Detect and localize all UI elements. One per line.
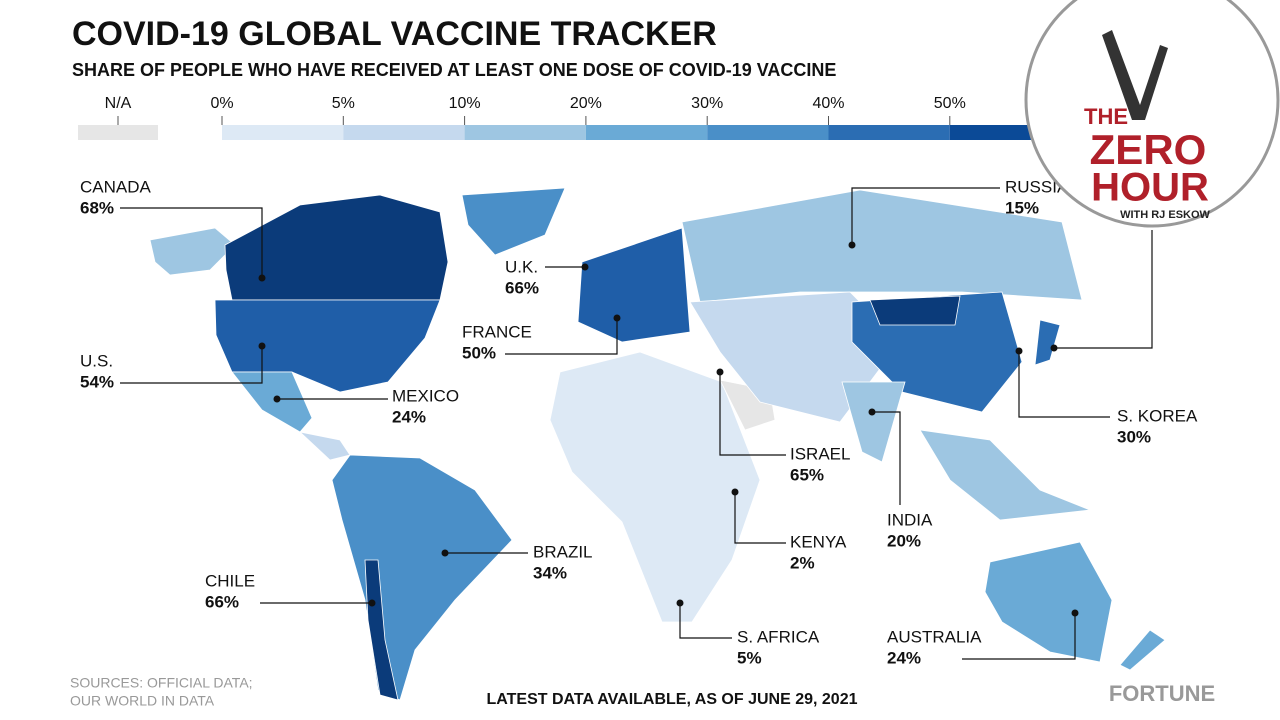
marker bbox=[1050, 344, 1058, 352]
country-value: 66% bbox=[505, 278, 539, 297]
title: COVID-19 GLOBAL VACCINE TRACKER bbox=[72, 15, 717, 53]
country-name: CANADA bbox=[80, 177, 152, 196]
logo-circle bbox=[1024, 0, 1280, 228]
country-name: RUSSIA bbox=[1005, 177, 1069, 196]
marker bbox=[613, 314, 621, 322]
leader-line bbox=[734, 492, 786, 544]
marker bbox=[731, 488, 739, 496]
legend-label: 5% bbox=[332, 95, 355, 112]
leader-line bbox=[120, 207, 263, 278]
country-name: KENYA bbox=[790, 532, 847, 551]
date-note: LATEST DATA AVAILABLE, AS OF JUNE 29, 20… bbox=[486, 691, 857, 708]
marker bbox=[848, 241, 856, 249]
country-value: 24% bbox=[392, 407, 426, 426]
leader-line bbox=[679, 603, 732, 639]
leader-line bbox=[1018, 351, 1110, 418]
subtitle: SHARE OF PEOPLE WHO HAVE RECEIVED AT LEA… bbox=[72, 60, 836, 80]
country-value: 5% bbox=[737, 648, 762, 667]
legend-label: 30% bbox=[691, 95, 723, 112]
legend-label: N/A bbox=[105, 95, 132, 112]
leader-line bbox=[120, 346, 263, 384]
legend-label: 50% bbox=[934, 95, 966, 112]
callouts: CANADA 68% U.K. 66% FRANCE 50% U.S. 54% MEXICO 24… bbox=[80, 177, 1198, 667]
source-line: SOURCES: OFFICIAL DATA; bbox=[70, 675, 253, 691]
logo-text: THE bbox=[1084, 104, 1128, 129]
marker bbox=[676, 599, 684, 607]
marker bbox=[258, 274, 266, 282]
legend-swatch bbox=[828, 125, 950, 140]
country-name: CHILE bbox=[205, 571, 255, 590]
marker bbox=[716, 368, 724, 376]
leader-line bbox=[851, 187, 1000, 245]
legend-swatch bbox=[222, 125, 344, 140]
country-value: 54% bbox=[80, 372, 114, 391]
marker bbox=[441, 549, 449, 557]
leader-line bbox=[505, 318, 618, 355]
legend-label: 20% bbox=[570, 95, 602, 112]
country-name: FRANCE bbox=[462, 322, 532, 341]
logo-text: ZERO bbox=[1090, 126, 1207, 173]
country-name: AUSTRALIA bbox=[887, 627, 982, 646]
country-name: BRAZIL bbox=[533, 542, 593, 561]
country-name: INDIA bbox=[887, 510, 933, 529]
leader-line bbox=[1054, 230, 1153, 349]
country-name: ISRAEL bbox=[790, 444, 850, 463]
legend-swatch bbox=[343, 125, 465, 140]
country-value: 34% bbox=[533, 563, 567, 582]
source-line: OUR WORLD IN DATA bbox=[70, 693, 215, 709]
marker bbox=[1015, 347, 1023, 355]
country-value: 65% bbox=[790, 465, 824, 484]
country-name: S. AFRICA bbox=[737, 627, 820, 646]
legend-label: 40% bbox=[812, 95, 844, 112]
country-value: 24% bbox=[887, 648, 921, 667]
country-name: MEXICO bbox=[392, 386, 459, 405]
brand: FORTUNE bbox=[1109, 681, 1215, 706]
map bbox=[149, 187, 1166, 701]
legend-label: 0% bbox=[210, 95, 233, 112]
legend-label: 10% bbox=[449, 95, 481, 112]
leader-line bbox=[962, 613, 1076, 660]
marker bbox=[273, 395, 281, 403]
marker bbox=[368, 599, 376, 607]
country-value: 15% bbox=[1005, 198, 1039, 217]
leader-line bbox=[719, 372, 786, 456]
legend: N/A 0% 5% 10% 20% 30% 40% 50% bbox=[78, 95, 1072, 140]
marker bbox=[868, 408, 876, 416]
country-value: 20% bbox=[887, 531, 921, 550]
country-value: 68% bbox=[80, 198, 114, 217]
legend-swatch bbox=[464, 125, 586, 140]
country-name: S. KOREA bbox=[1117, 406, 1198, 425]
country-value: 50% bbox=[462, 343, 496, 362]
legend-swatch bbox=[585, 125, 708, 140]
marker bbox=[258, 342, 266, 350]
country-value: 66% bbox=[205, 592, 239, 611]
legend-swatch bbox=[78, 125, 158, 140]
country-value: 30% bbox=[1117, 427, 1151, 446]
logo-icon bbox=[1102, 30, 1168, 120]
logo: THE ZERO HOUR WITH RJ ESKOW bbox=[1024, 0, 1280, 228]
logo-byline: WITH RJ ESKOW bbox=[1120, 209, 1210, 221]
country-name: U.K. bbox=[505, 257, 538, 276]
country-value: 2% bbox=[790, 553, 815, 572]
marker bbox=[1071, 609, 1079, 617]
legend-swatch bbox=[707, 125, 829, 140]
logo-text: HOUR bbox=[1091, 166, 1209, 210]
country-name: U.S. bbox=[80, 351, 113, 370]
leader-line bbox=[872, 411, 901, 505]
marker bbox=[581, 263, 589, 271]
